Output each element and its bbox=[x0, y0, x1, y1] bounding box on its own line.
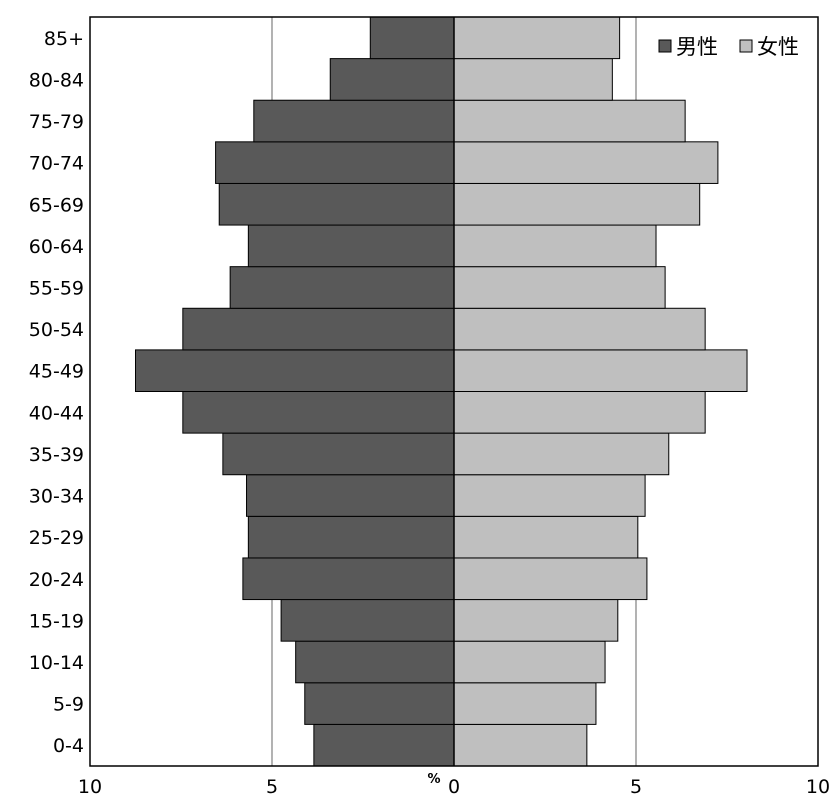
bar-female bbox=[453, 307, 706, 351]
bar-female bbox=[453, 682, 597, 725]
bar-male bbox=[280, 599, 455, 642]
y-tick-label: 80-84 bbox=[29, 69, 84, 91]
bar-female bbox=[453, 391, 706, 434]
x-tick-label: 5 bbox=[266, 776, 278, 798]
bar-male bbox=[182, 307, 455, 351]
bar-male bbox=[246, 474, 455, 517]
y-tick-label: 0-4 bbox=[53, 735, 84, 757]
x-tick-label: 10 bbox=[78, 776, 102, 798]
bar-female bbox=[453, 16, 621, 60]
legend-label-female: 女性 bbox=[757, 35, 799, 59]
bar-male bbox=[253, 99, 455, 143]
x-axis-unit-label: % bbox=[427, 772, 440, 787]
bar-female bbox=[453, 224, 657, 268]
bar-male bbox=[222, 432, 455, 476]
y-tick-label: 50-54 bbox=[29, 319, 84, 341]
bar-male bbox=[329, 58, 455, 101]
bar-female bbox=[453, 432, 670, 476]
bar-male bbox=[242, 557, 455, 601]
bar-female bbox=[453, 141, 719, 184]
y-tick-label: 15-19 bbox=[29, 610, 84, 632]
legend-label-male: 男性 bbox=[676, 35, 718, 59]
bar-female bbox=[453, 266, 666, 309]
bar-female bbox=[453, 349, 748, 392]
bar-male bbox=[304, 682, 455, 725]
y-tick-label: 70-74 bbox=[29, 153, 84, 175]
bar-male bbox=[182, 391, 455, 434]
legend-swatch-female bbox=[739, 39, 753, 53]
bar-male bbox=[215, 141, 455, 184]
x-tick-label: 0 bbox=[448, 776, 460, 798]
y-tick-label: 35-39 bbox=[29, 444, 84, 466]
bar-female bbox=[453, 557, 648, 601]
y-tick-label: 20-24 bbox=[29, 569, 84, 591]
bar-female bbox=[453, 58, 613, 101]
bar-male bbox=[247, 224, 455, 268]
y-tick-label: 25-29 bbox=[29, 527, 84, 549]
bar-male bbox=[247, 515, 455, 559]
y-tick-label: 5-9 bbox=[53, 694, 84, 716]
y-tick-label: 65-69 bbox=[29, 194, 84, 216]
bar-male bbox=[229, 266, 455, 309]
y-tick-label: 75-79 bbox=[29, 111, 84, 133]
bar-female bbox=[453, 723, 588, 767]
bar-male bbox=[313, 723, 455, 767]
y-tick-label: 60-64 bbox=[29, 236, 84, 258]
bar-female bbox=[453, 474, 646, 517]
bar-female bbox=[453, 182, 701, 226]
legend-swatch-male bbox=[658, 39, 672, 53]
y-tick-label: 55-59 bbox=[29, 277, 84, 299]
x-axis-labels: 10 5 0 5 10 bbox=[78, 776, 830, 798]
bar-female bbox=[453, 599, 619, 642]
y-tick-label: 30-34 bbox=[29, 486, 84, 508]
x-tick-label: 5 bbox=[630, 776, 642, 798]
x-tick-label: 10 bbox=[806, 776, 830, 798]
bar-male bbox=[369, 16, 455, 60]
y-tick-label: 45-49 bbox=[29, 361, 84, 383]
bar-male bbox=[135, 349, 455, 392]
bar-female bbox=[453, 99, 686, 143]
bar-male bbox=[218, 182, 455, 226]
legend: 男性 女性 bbox=[658, 35, 799, 59]
y-tick-label: 85+ bbox=[44, 28, 84, 50]
y-tick-label: 40-44 bbox=[29, 402, 84, 424]
y-axis-labels: 0-4 5-9 10-14 15-19 20-24 25-29 30-34 35-39 40-4… bbox=[29, 28, 84, 757]
bar-female bbox=[453, 640, 606, 684]
plot-frame bbox=[89, 16, 819, 767]
bar-female bbox=[453, 515, 639, 559]
y-tick-label: 10-14 bbox=[29, 652, 84, 674]
bars bbox=[135, 16, 748, 767]
bar-male bbox=[295, 640, 455, 684]
